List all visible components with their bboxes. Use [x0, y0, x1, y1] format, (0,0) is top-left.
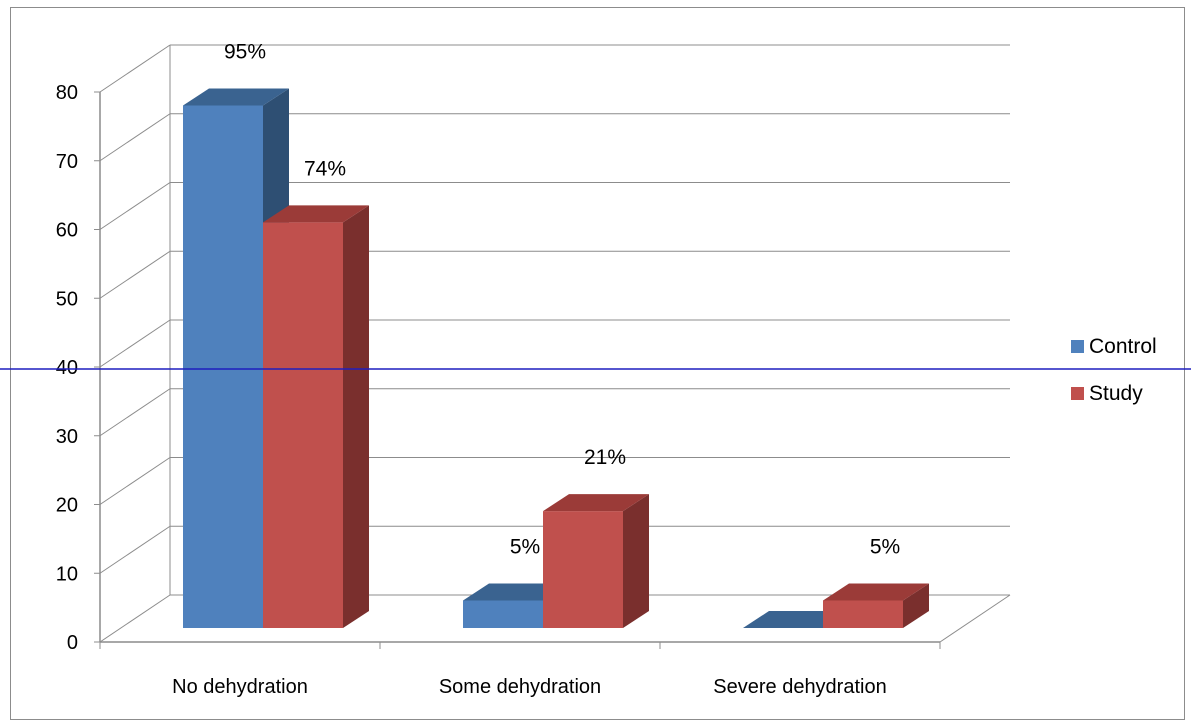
x-tick-label: No dehydration	[172, 676, 308, 698]
bar-side	[623, 494, 649, 628]
bar-top	[263, 205, 369, 223]
legend-label: Control	[1089, 335, 1157, 358]
bar-top	[543, 494, 649, 512]
side-gridline	[99, 319, 171, 368]
bar-front	[263, 222, 343, 628]
y-tick-label: 30	[56, 426, 78, 448]
y-tick-label: 50	[56, 288, 78, 310]
bar-front	[823, 600, 903, 628]
bar-top	[743, 611, 849, 628]
side-gridline	[99, 594, 171, 643]
bar-top	[463, 583, 569, 601]
y-tick-label: 40	[56, 357, 78, 379]
legend-swatch	[1071, 387, 1084, 400]
side-gridline	[99, 182, 171, 230]
x-tick-label: Some dehydration	[439, 676, 601, 698]
x-axis-labels: No dehydration Some dehydration Severe deh…	[172, 676, 887, 698]
bar-side	[903, 583, 929, 628]
legend-swatch	[1071, 340, 1084, 353]
y-tick-label: 80	[56, 82, 78, 104]
y-tick-label: 60	[56, 220, 78, 242]
bar-front	[543, 511, 623, 628]
side-gridline	[99, 113, 171, 162]
side-gridline	[99, 250, 171, 299]
data-labels: 95% 74% 5% 21% 5%	[224, 41, 900, 559]
data-label: 5%	[870, 536, 900, 559]
data-label: 74%	[304, 157, 346, 180]
data-label: 95%	[224, 41, 266, 64]
side-gridline	[99, 525, 171, 574]
data-label: 5%	[510, 536, 540, 559]
legend-label: Study	[1089, 382, 1143, 405]
floor-edge	[939, 594, 1011, 643]
bar-side	[343, 205, 369, 628]
y-tick-label: 10	[56, 563, 78, 585]
side-gridline	[99, 44, 171, 93]
y-tick-label: 20	[56, 495, 78, 517]
y-axis-ticks: 0 10 20 30 40 50 60 70 80	[56, 82, 100, 654]
legend: Control Study	[1071, 335, 1157, 405]
y-tick-label: 0	[67, 632, 78, 654]
bar-top	[183, 88, 289, 106]
side-gridline	[99, 388, 171, 437]
bar-top	[823, 583, 929, 601]
data-label: 21%	[584, 446, 626, 469]
x-tick-label: Severe dehydration	[713, 676, 886, 698]
bars	[183, 88, 929, 628]
y-tick-label: 70	[56, 151, 78, 173]
bar-front	[183, 105, 263, 628]
chart-frame	[10, 7, 1185, 720]
bar-front	[463, 600, 543, 628]
side-gridline	[99, 457, 171, 505]
